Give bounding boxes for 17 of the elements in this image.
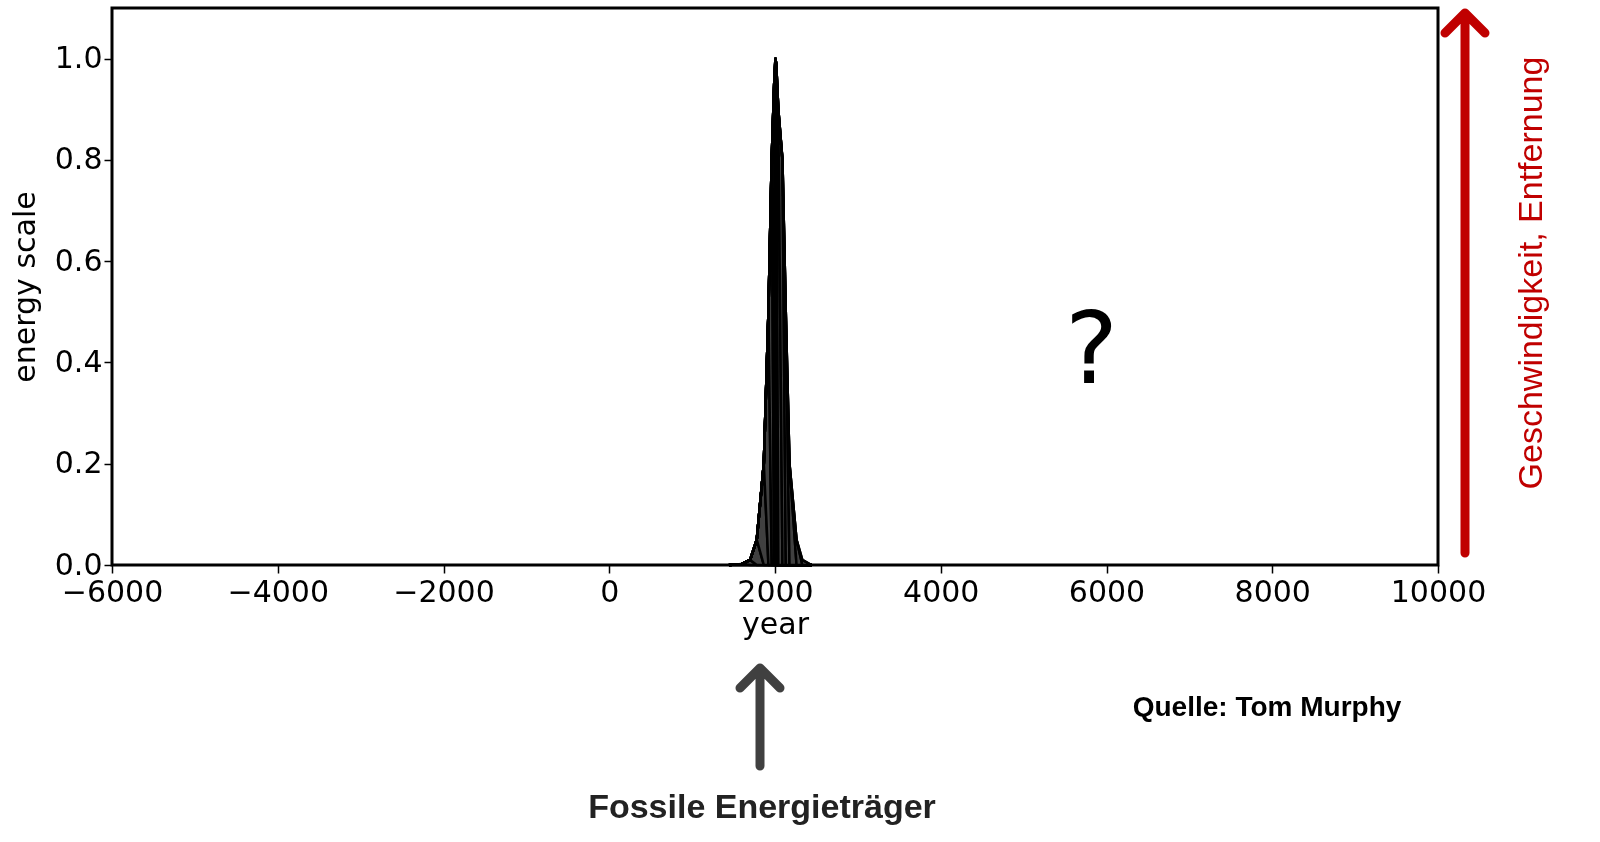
x-tick-label: 8000 (1234, 573, 1311, 609)
annotation: ? (1064, 290, 1119, 408)
x-tick-label: 4000 (903, 573, 980, 609)
x-tick-label: −2000 (393, 573, 495, 609)
text: Geschwindigkeit, Entfernung (1511, 56, 1549, 490)
y-tick-label: 1.0 (54, 40, 103, 76)
x-tick-label: 0 (600, 573, 620, 609)
y-tick-label: 0.4 (54, 343, 103, 379)
x-tick-label: −4000 (227, 573, 329, 609)
y-axis-title: energy scale (6, 191, 42, 383)
y-tick-label: 0.2 (54, 445, 103, 481)
x-tick-label: 6000 (1068, 573, 1146, 609)
y-tick-label: 0.8 (54, 141, 103, 177)
y-tick-label: 0.6 (54, 242, 103, 278)
text: Fossile Energieträger (588, 787, 936, 825)
source-note: Quelle: Tom Murphy (1132, 691, 1402, 722)
x-tick-label: 10000 (1390, 573, 1487, 609)
